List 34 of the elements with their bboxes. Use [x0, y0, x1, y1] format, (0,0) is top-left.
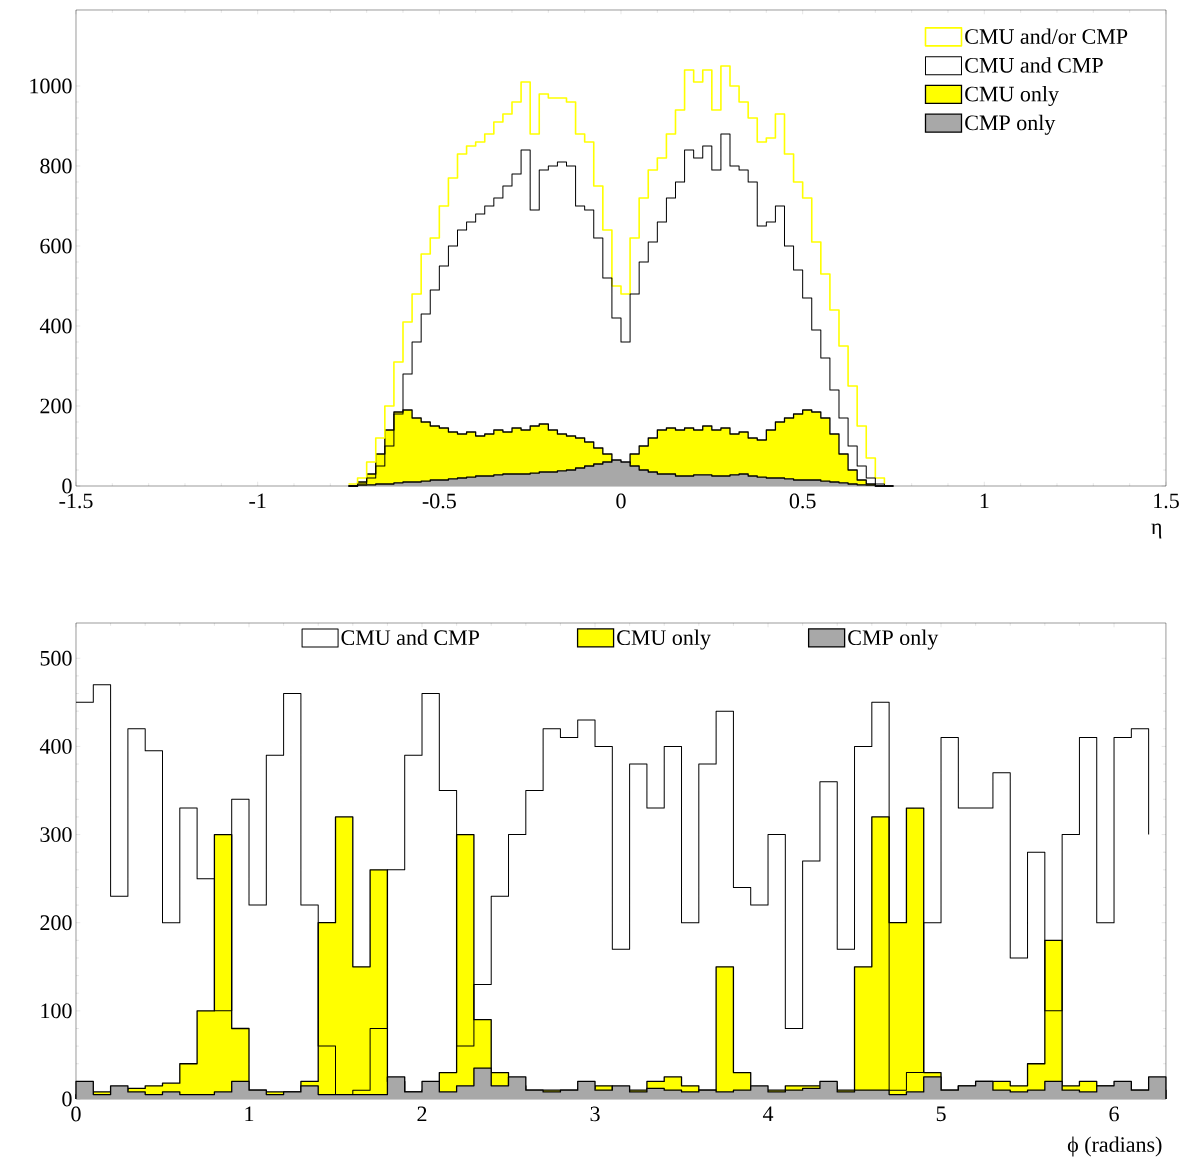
y-tick-label: 0 [62, 478, 72, 494]
y-tick-label: 600 [40, 238, 72, 254]
x-tick-label: 1 [980, 493, 989, 509]
x-tick-label: 4 [762, 1106, 774, 1122]
legend-label: CMU and/or CMP [965, 28, 1128, 44]
legend-label: CMU and CMP [341, 629, 480, 646]
y-tick-label: 400 [39, 318, 72, 334]
x-tick-label: 2 [417, 1106, 427, 1122]
x-tick-label: 0.5 [789, 493, 816, 509]
y-tick-label: 0 [62, 1091, 72, 1107]
x-tick-label: -1 [249, 493, 266, 509]
x-tick-label: -0.5 [422, 493, 456, 509]
x-tick-label: 6 [1109, 1106, 1119, 1122]
x-axis-title: η [1151, 523, 1162, 539]
y-tick-label: 200 [40, 398, 72, 414]
y-tick-label: 100 [41, 1003, 72, 1019]
x-axis-title: ϕ (radians) [1067, 1136, 1162, 1157]
x-tick-label: -1.5 [59, 493, 93, 509]
y-tick-label: 400 [39, 738, 72, 754]
x-tick-label: 1 [245, 1106, 254, 1122]
y-tick-label: 1000 [30, 78, 72, 94]
y-tick-label: 200 [40, 915, 72, 931]
y-tick-label: 800 [40, 158, 72, 174]
legend-label: CMU only [617, 629, 711, 650]
x-tick-label: 5 [936, 1106, 946, 1122]
x-tick-label: 3 [590, 1106, 600, 1122]
x-tick-label: 0 [616, 493, 626, 509]
y-tick-label: 300 [40, 827, 72, 842]
legend-label: CMP only [848, 629, 939, 650]
y-tick-label: 500 [40, 650, 72, 666]
legend-label: CMU only [965, 86, 1059, 107]
legend-label: CMU and CMP [965, 57, 1103, 73]
legend-label: CMP only [965, 114, 1056, 135]
x-tick-label: 1.5 [1154, 493, 1179, 509]
